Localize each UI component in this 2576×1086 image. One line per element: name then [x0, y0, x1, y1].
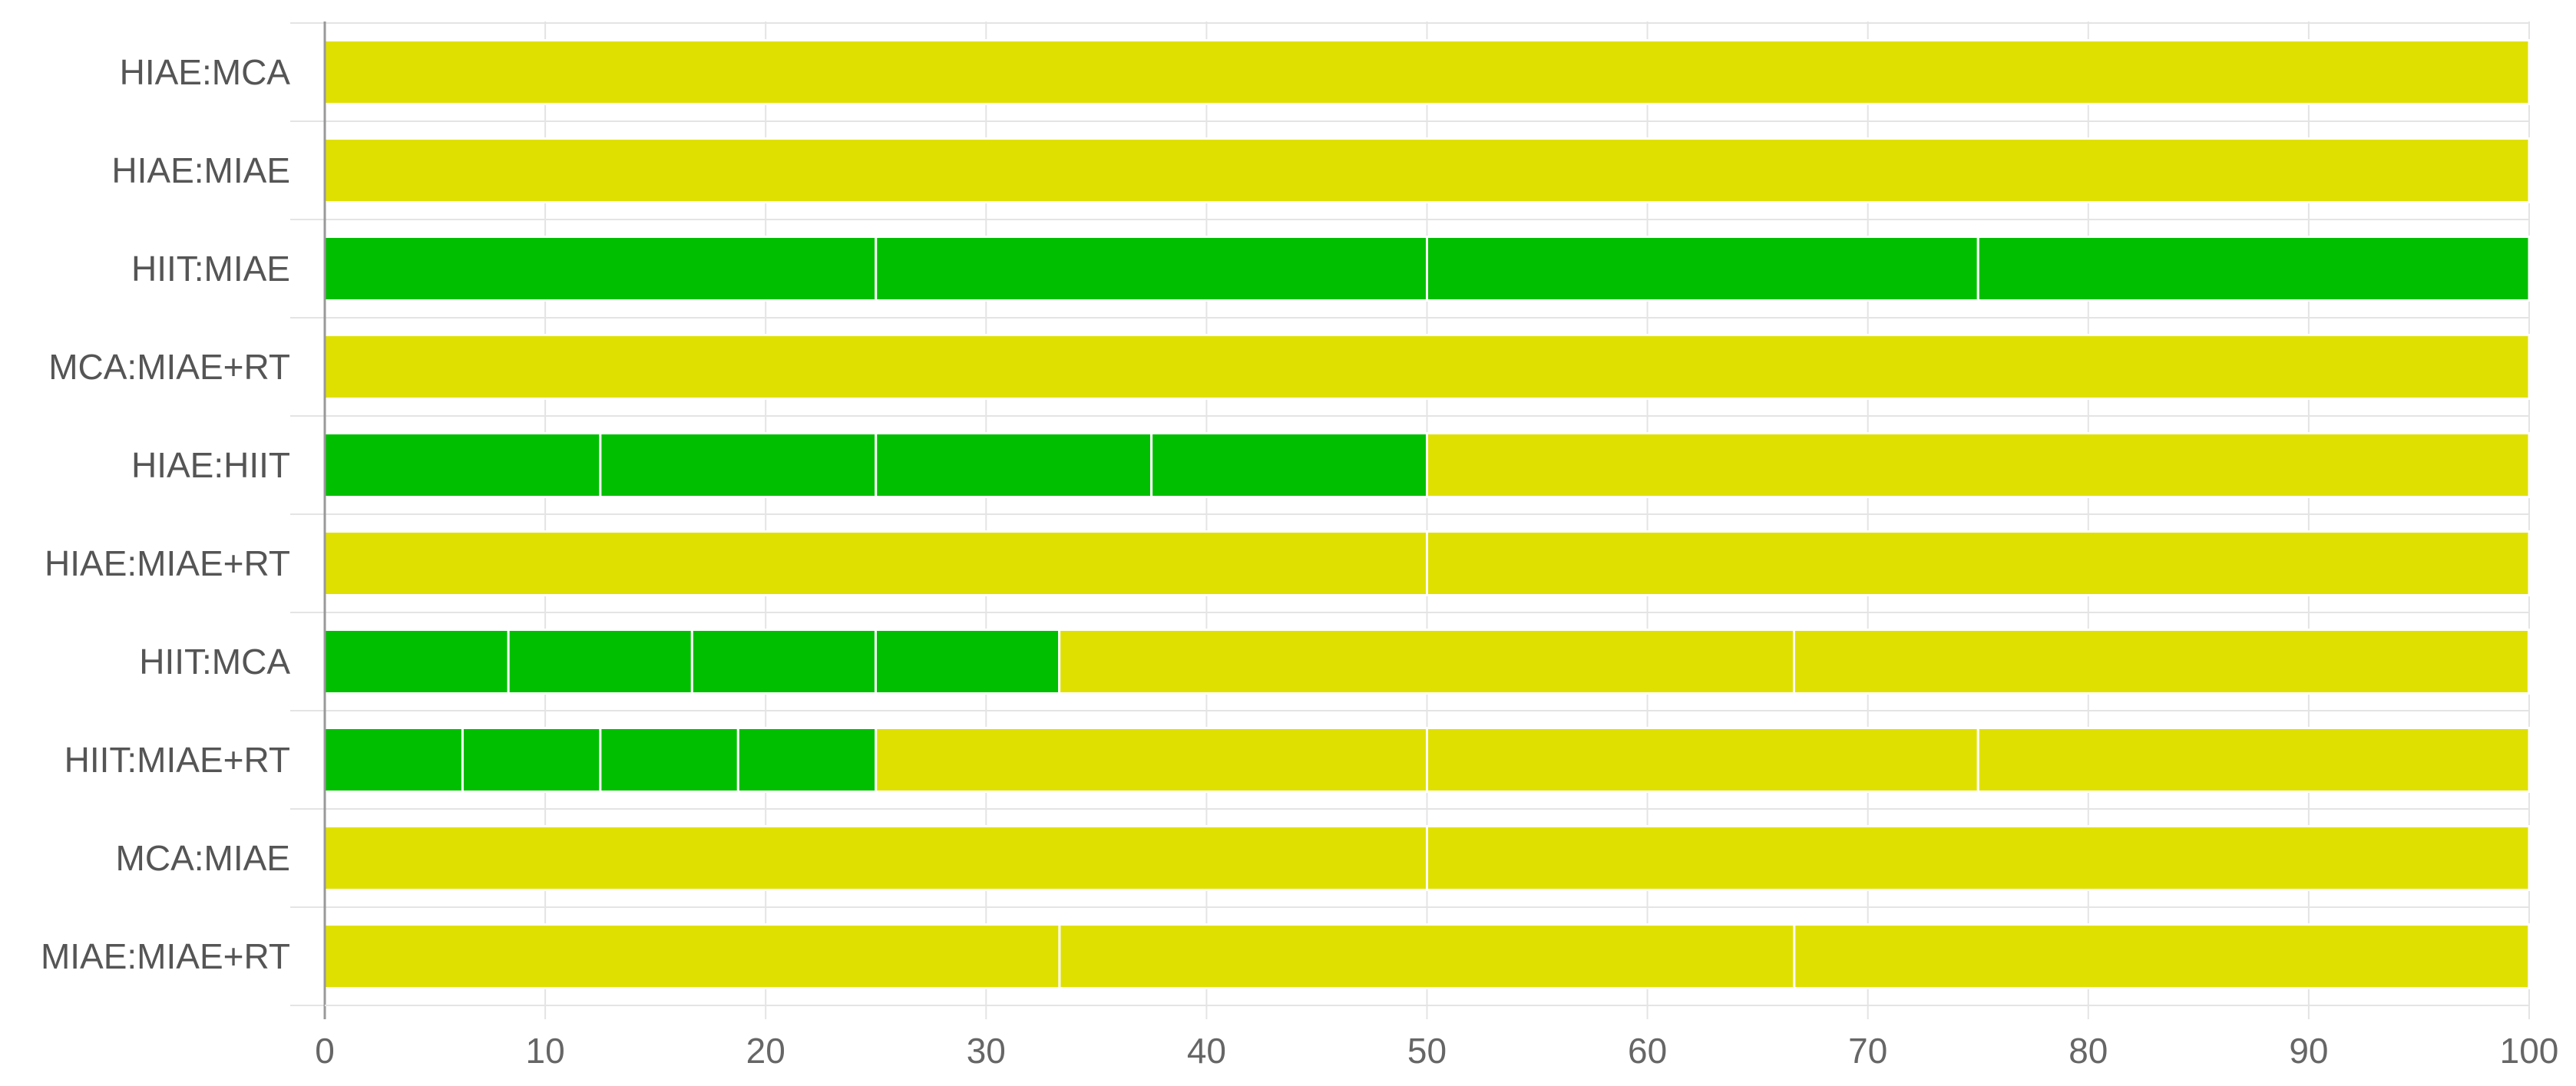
- bar-segment-yellow: [1426, 825, 2531, 891]
- x-tick-label: 50: [1407, 1031, 1447, 1071]
- bar-segment-yellow: [323, 137, 2531, 203]
- x-tick-label: 0: [315, 1031, 335, 1071]
- bars: [323, 39, 2531, 989]
- axes: [323, 21, 2529, 1019]
- bar-segment-green: [323, 629, 510, 695]
- bar-segment-green: [1976, 236, 2531, 302]
- category-label: HIAE:MIAE: [111, 150, 290, 190]
- bar-segment-yellow: [875, 727, 1428, 793]
- category-label: HIIT:MIAE: [131, 249, 290, 289]
- bar-segment-green: [323, 236, 878, 302]
- x-tick-label: 80: [2068, 1031, 2108, 1071]
- x-tick-label: 40: [1187, 1031, 1226, 1071]
- bar-segment-green: [875, 236, 1428, 302]
- x-tick-label: 10: [526, 1031, 565, 1071]
- category-label: MCA:MIAE+RT: [48, 347, 290, 387]
- x-tick-label: 30: [967, 1031, 1006, 1071]
- bar-segment-yellow: [1793, 923, 2531, 989]
- category-label: HIIT:MIAE+RT: [64, 740, 290, 780]
- bar-segment-yellow: [1976, 727, 2531, 793]
- bar-segment-yellow: [1793, 629, 2530, 695]
- bar-segment-green: [461, 727, 602, 793]
- bar-segment-yellow: [1426, 530, 2531, 596]
- bar-segment-green: [874, 629, 1061, 695]
- labels: HIAE:MCA HIAE:MIAE HIIT:MIAE MCA:MIAE+RT HIA…: [41, 52, 2558, 1071]
- bar-segment-green: [1426, 236, 1979, 302]
- bar-segment-green: [599, 727, 739, 793]
- bar-segment-yellow: [1426, 432, 2531, 498]
- bar-segment-yellow: [323, 530, 1428, 596]
- bar-segment-green: [599, 432, 878, 498]
- bar-segment-yellow: [1058, 629, 1796, 695]
- category-label: HIAE:MCA: [120, 52, 291, 92]
- category-label: HIAE:MIAE+RT: [45, 543, 290, 583]
- category-label: HIAE:HIIT: [131, 445, 290, 485]
- bar-segment-green: [323, 727, 464, 793]
- x-tick-label: 90: [2289, 1031, 2328, 1071]
- bar-segment-yellow: [1426, 727, 1979, 793]
- x-tick-label: 70: [1848, 1031, 1887, 1071]
- bar-segment-green: [736, 727, 878, 793]
- bar-segment-yellow: [323, 923, 1061, 989]
- bar-segment-green: [507, 629, 693, 695]
- bar-segment-green: [1150, 432, 1428, 498]
- x-tick-label: 20: [746, 1031, 785, 1071]
- bar-segment-yellow: [323, 334, 2531, 400]
- bar-segment-yellow: [323, 825, 1428, 891]
- x-tick-label: 60: [1628, 1031, 1667, 1071]
- x-tick-label: 100: [2500, 1031, 2559, 1071]
- bar-segment-green: [875, 432, 1153, 498]
- bar-segment-yellow: [323, 39, 2531, 105]
- category-label: MCA:MIAE: [116, 838, 290, 878]
- bar-segment-yellow: [1058, 923, 1796, 989]
- category-label: HIIT:MCA: [139, 642, 290, 682]
- category-label: MIAE:MIAE+RT: [41, 936, 290, 976]
- bar-segment-green: [690, 629, 877, 695]
- bar-segment-green: [323, 432, 602, 498]
